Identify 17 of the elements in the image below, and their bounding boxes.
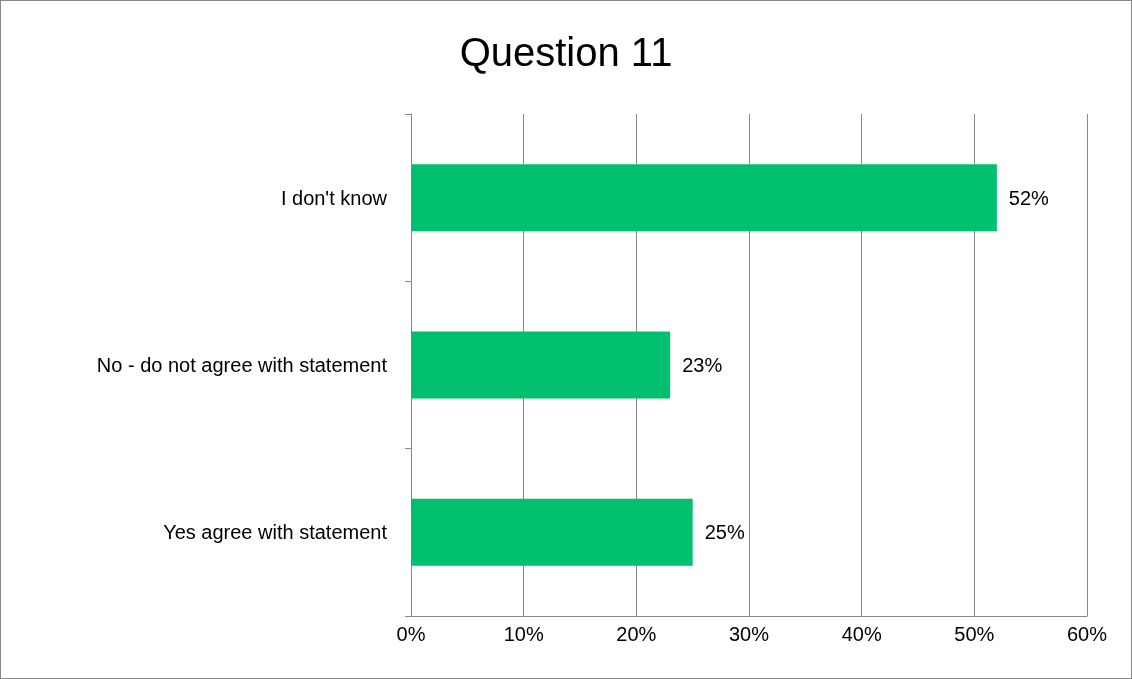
bar: [411, 164, 997, 232]
x-tick-label: 0%: [396, 623, 426, 645]
y-tick-label: I don't know: [280, 186, 388, 209]
y-tick-label: Yes agree with statement: [163, 521, 388, 544]
x-tick-label: 20%: [616, 623, 657, 645]
y-tick-label: No - do not agree with statement: [96, 354, 388, 376]
chart-title: Question 11: [459, 30, 673, 74]
bar: [411, 331, 671, 399]
x-tick-label: 60%: [1066, 623, 1108, 645]
data-label: 25%: [704, 521, 745, 544]
x-tick-label: 30%: [728, 623, 770, 645]
x-tick-label: 50%: [954, 623, 995, 645]
data-label: 52%: [1008, 186, 1050, 209]
x-tick-label: 10%: [503, 623, 544, 645]
data-label: 23%: [682, 354, 723, 376]
x-tick-label: 40%: [841, 623, 882, 645]
bar: [411, 498, 693, 566]
